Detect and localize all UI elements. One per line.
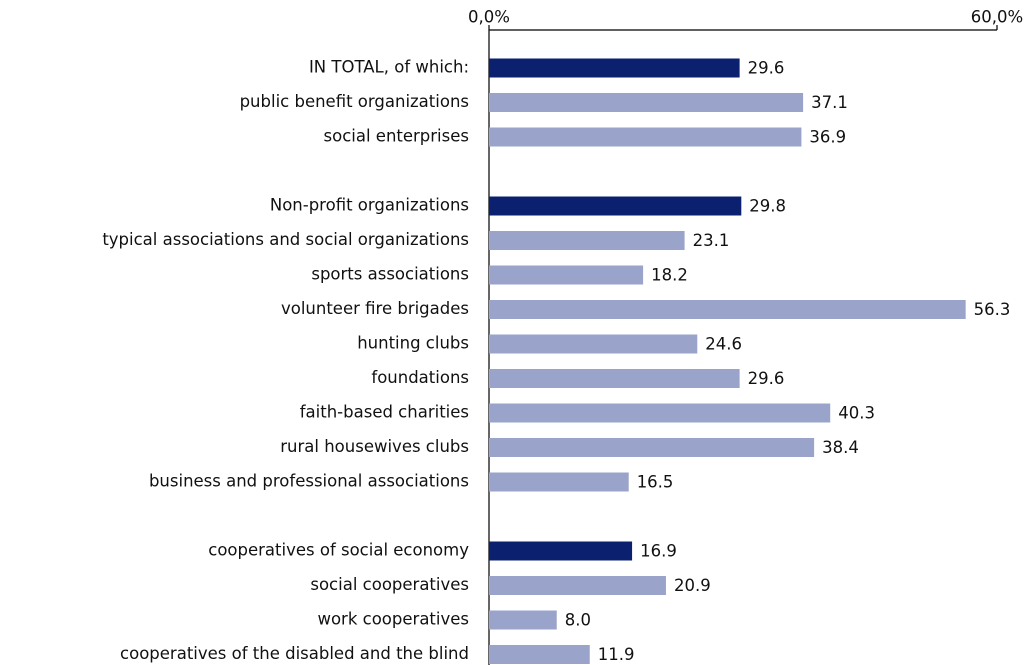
- value-label: 23.1: [693, 231, 730, 250]
- y-tick-label: social enterprises: [324, 127, 470, 146]
- y-tick-label: sports associations: [311, 265, 469, 284]
- value-label: 20.9: [674, 576, 711, 595]
- value-label: 29.6: [748, 59, 785, 78]
- bar: [489, 403, 831, 423]
- value-label: 56.3: [974, 300, 1011, 319]
- y-tick-label: IN TOTAL, of which:: [309, 58, 469, 77]
- value-label: 16.9: [640, 542, 677, 561]
- bar: [489, 576, 666, 595]
- x-tick-label: 60,0%: [971, 8, 1023, 27]
- bar: [489, 438, 815, 457]
- value-label: 18.2: [651, 266, 688, 285]
- bar: [489, 334, 698, 354]
- y-tick-label: cooperatives of the disabled and the bli…: [120, 644, 469, 663]
- y-tick-label: hunting clubs: [357, 334, 469, 353]
- bar: [489, 645, 590, 664]
- bar: [489, 265, 644, 285]
- y-tick-label: business and professional associations: [149, 472, 469, 491]
- bar: [489, 231, 685, 250]
- y-tick-label: rural housewives clubs: [280, 437, 469, 456]
- bar: [489, 541, 633, 561]
- value-label: 24.6: [705, 335, 742, 354]
- value-label: 29.6: [748, 369, 785, 388]
- bar: [489, 300, 966, 319]
- y-tick-label: cooperatives of social economy: [208, 541, 469, 560]
- bar: [489, 610, 557, 630]
- bar: [489, 127, 802, 147]
- value-label: 16.5: [637, 473, 674, 492]
- x-tick-label: 0,0%: [468, 8, 510, 27]
- bar: [489, 93, 804, 112]
- bar: [489, 196, 742, 216]
- value-label: 36.9: [809, 128, 846, 147]
- y-tick-label: social cooperatives: [310, 575, 469, 594]
- value-label: 37.1: [811, 93, 848, 112]
- value-label: 29.8: [749, 197, 786, 216]
- value-label: 38.4: [822, 438, 859, 457]
- y-tick-label: work cooperatives: [317, 610, 469, 629]
- bar: [489, 369, 740, 388]
- y-tick-label: public benefit organizations: [240, 92, 469, 111]
- y-tick-label: foundations: [371, 368, 469, 387]
- bar: [489, 58, 740, 78]
- bar: [489, 472, 629, 492]
- value-label: 40.3: [838, 404, 875, 423]
- y-tick-label: volunteer fire brigades: [281, 299, 469, 318]
- value-label: 8.0: [565, 611, 591, 630]
- y-tick-label: Non-profit organizations: [270, 196, 469, 215]
- y-tick-label: typical associations and social organiza…: [102, 230, 469, 249]
- y-tick-label: faith-based charities: [300, 403, 469, 422]
- value-label: 11.9: [598, 645, 635, 664]
